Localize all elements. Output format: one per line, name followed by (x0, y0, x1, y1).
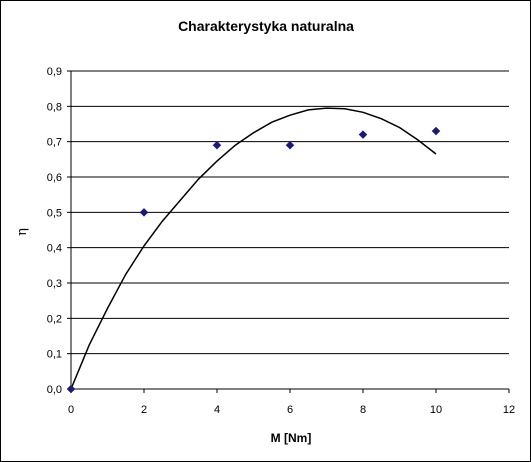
grid-lines (71, 70, 509, 355)
x-tick-label: 8 (360, 404, 366, 416)
x-tick-label: 12 (503, 404, 515, 416)
x-tick-label: 0 (68, 404, 74, 416)
chart-title: Charakterystyka naturalna (178, 18, 354, 34)
data-point (139, 207, 149, 217)
x-tick-label: 4 (214, 404, 220, 416)
x-tick-label: 2 (141, 404, 147, 416)
trend-line (70, 107, 437, 390)
y-tick-label: 0,8 (47, 101, 62, 113)
data-point (431, 126, 441, 136)
y-tick-label: 0,0 (47, 384, 62, 396)
y-tick-label: 0,6 (47, 172, 62, 184)
data-point (358, 130, 368, 139)
x-tick-label: 6 (287, 404, 293, 416)
data-point (212, 140, 222, 150)
y-tick-label: 0,1 (47, 349, 62, 361)
data-point (66, 384, 76, 394)
y-tick-label: 0,3 (47, 278, 62, 290)
y-tick-label: 0,2 (47, 313, 62, 325)
x-axis-label: M [Nm] (271, 431, 312, 445)
x-tick-label: 10 (430, 404, 442, 416)
y-tick-label: 0,5 (47, 207, 62, 219)
axes (67, 70, 510, 393)
y-tick-label: 0,7 (47, 137, 62, 149)
data-point (285, 140, 295, 150)
series (66, 107, 441, 394)
y-tick-label: 0,9 (47, 66, 62, 78)
y-axis-label: η (15, 228, 30, 236)
y-tick-label: 0,4 (47, 243, 62, 255)
tick-labels: 0,0 0,1 0,2 0,3 0,4 0,5 0,6 0,7 0,8 0,9 0 2 4 6 8 10 12 (47, 66, 515, 416)
